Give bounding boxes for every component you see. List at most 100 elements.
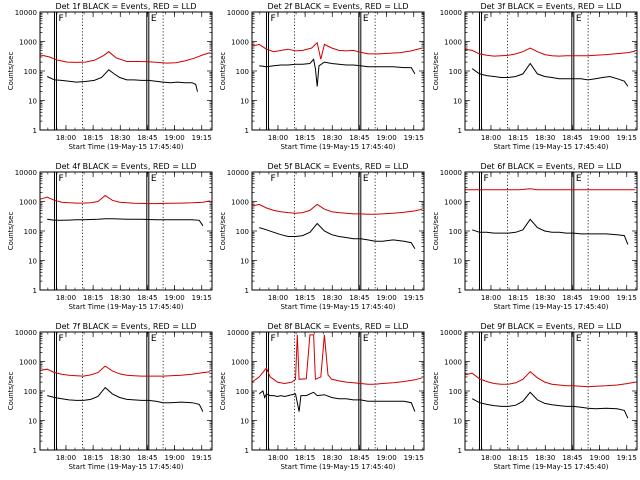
x-tick-label: 19:00 <box>376 294 396 302</box>
panel-title: Det 6f BLACK = Events, RED = LLD <box>480 162 621 171</box>
series-lld-line <box>465 48 635 56</box>
x-axis-label: Start Time (19-May-15 17:45:40) <box>493 143 608 151</box>
x-tick-label: 18:45 <box>349 454 369 462</box>
y-tick-label: 1 <box>33 447 37 455</box>
y-tick-label: 1 <box>245 287 249 295</box>
y-tick-label: 1 <box>245 447 249 455</box>
plot-frame <box>465 12 637 130</box>
x-tick-label: 18:15 <box>295 294 315 302</box>
y-axis-label: Counts/sec <box>219 52 227 91</box>
x-tick-label: 18:30 <box>110 134 130 142</box>
x-tick-label: 18:45 <box>349 294 369 302</box>
x-tick-label: 19:00 <box>376 454 396 462</box>
x-tick-label: 19:00 <box>589 294 609 302</box>
panel-det-4: Det 4f BLACK = Events, RED = LLD 1 10 100 10… <box>7 162 212 311</box>
x-tick-label: 18:30 <box>535 134 555 142</box>
x-tick-label: 18:45 <box>562 454 582 462</box>
y-tick-label: 10000 <box>15 329 37 337</box>
y-tick-label: 100 <box>236 68 249 76</box>
y-tick-label: 1 <box>245 127 249 135</box>
x-tick-label: 18:45 <box>137 134 157 142</box>
x-axis-label: Start Time (19-May-15 17:45:40) <box>280 143 395 151</box>
panel-title: Det 3f BLACK = Events, RED = LLD <box>480 2 621 11</box>
series-events-line <box>47 219 203 226</box>
marker-label: F <box>270 174 275 184</box>
x-tick-label: 19:00 <box>589 134 609 142</box>
x-tick-label: 18:30 <box>110 294 130 302</box>
panel-det-3: Det 3f BLACK = Events, RED = LLD 1 10 100 10… <box>432 2 637 151</box>
y-tick-label: 100 <box>24 228 37 236</box>
series-lld-line <box>465 189 635 190</box>
x-tick-label: 18:15 <box>295 454 315 462</box>
panel-det-8: Det 8f BLACK = Events, RED = LLD11010010… <box>219 322 424 471</box>
panel-title: Det 9f BLACK = Events, RED = LLD <box>480 322 621 331</box>
x-tick-label: 19:15 <box>192 134 212 142</box>
y-tick-label: 10 <box>240 258 249 266</box>
x-tick-label: 18:45 <box>562 294 582 302</box>
x-axis-label: Start Time (19-May-15 17:45:40) <box>68 143 183 151</box>
x-tick-label: 18:15 <box>508 294 528 302</box>
y-tick-label: 10000 <box>15 9 37 17</box>
y-tick-label: 1 <box>33 127 37 135</box>
y-tick-label: 1000 <box>444 199 462 207</box>
y-tick-label: 100 <box>449 228 462 236</box>
plot-frame <box>465 332 637 450</box>
marker-label: E <box>363 174 369 184</box>
panel-title: Det 4f BLACK = Events, RED = LLD <box>55 162 196 171</box>
plot-frame <box>40 172 212 290</box>
marker-label: E <box>576 334 582 344</box>
panel-det-5: Det 5f BLACK = Events, RED = LLD 1 10 100 10… <box>219 162 424 311</box>
x-tick-label: 18:15 <box>295 134 315 142</box>
y-tick-label: 1 <box>458 287 462 295</box>
marker-label: E <box>363 14 369 24</box>
y-tick-label: 10000 <box>227 169 249 177</box>
series-lld-line <box>252 204 422 214</box>
x-tick-label: 18:00 <box>268 454 288 462</box>
marker-label: F <box>483 174 488 184</box>
x-tick-label: 19:00 <box>164 294 184 302</box>
x-axis-label: Start Time (19-May-15 17:45:40) <box>280 303 395 311</box>
x-tick-label: 19:15 <box>404 454 424 462</box>
y-tick-label: 10 <box>453 258 462 266</box>
y-tick-label: 1000 <box>19 39 37 47</box>
x-tick-label: 18:15 <box>83 134 103 142</box>
marker-label: E <box>576 14 582 24</box>
x-tick-label: 19:15 <box>192 294 212 302</box>
y-tick-label: 1000 <box>19 359 37 367</box>
y-tick-label: 10000 <box>15 169 37 177</box>
panel-det-9: Det 9f BLACK = Events, RED = LLD 1 10 100 10… <box>432 322 637 471</box>
y-tick-label: 10 <box>453 98 462 106</box>
marker-label: F <box>270 334 275 344</box>
x-axis-label: Start Time (19-May-15 17:45:40) <box>68 303 183 311</box>
x-axis-label: Start Time (19-May-15 17:45:40) <box>493 303 608 311</box>
x-axis-label: Start Time (19-May-15 17:45:40) <box>68 463 183 471</box>
x-tick-label: 18:45 <box>562 134 582 142</box>
y-axis-label: Counts/sec <box>432 52 440 91</box>
x-tick-label: 19:00 <box>589 454 609 462</box>
y-axis-label: Counts/sec <box>7 212 15 251</box>
series-events-line <box>472 219 628 244</box>
x-tick-label: 19:15 <box>617 134 637 142</box>
x-tick-label: 18:00 <box>268 134 288 142</box>
x-tick-label: 19:15 <box>617 294 637 302</box>
marker-label: F <box>58 14 63 24</box>
y-tick-label: 10000 <box>227 9 249 17</box>
y-tick-label: 10000 <box>227 329 249 337</box>
x-tick-label: 18:30 <box>535 294 555 302</box>
y-tick-label: 10 <box>240 418 249 426</box>
marker-label: E <box>576 174 582 184</box>
series-lld-line <box>252 43 422 60</box>
y-axis-label: Counts/sec <box>219 372 227 411</box>
y-tick-label: 10000 <box>440 169 462 177</box>
y-axis-label: Counts/sec <box>432 372 440 411</box>
series-events-line <box>259 391 415 412</box>
y-tick-label: 1 <box>33 287 37 295</box>
x-tick-label: 18:30 <box>322 134 342 142</box>
y-axis-label: Counts/sec <box>7 372 15 411</box>
y-tick-label: 10 <box>240 98 249 106</box>
marker-label: E <box>363 334 369 344</box>
y-tick-label: 1 <box>458 447 462 455</box>
x-axis-label: Start Time (19-May-15 17:45:40) <box>280 463 395 471</box>
y-axis-label: Counts/sec <box>219 212 227 251</box>
series-events-line <box>472 392 628 418</box>
